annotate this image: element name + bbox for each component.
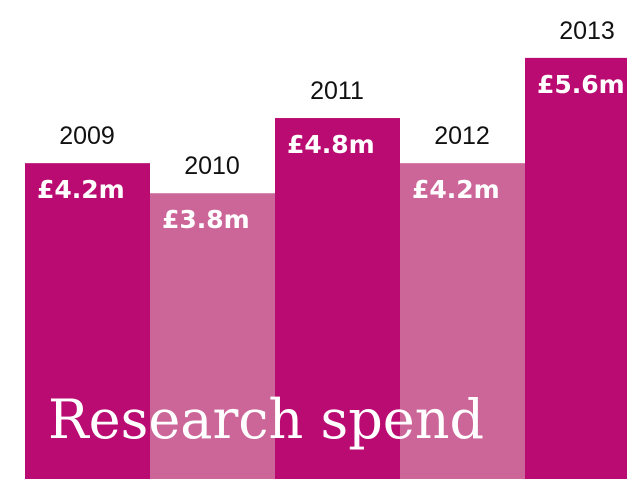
year-labels-group: 2009 2010 2011 2012 2013: [59, 17, 615, 180]
value-label-2013: £5.6m: [537, 70, 625, 99]
bars-group: [25, 57, 627, 479]
bar-2009: [25, 163, 150, 479]
bar-2010: [150, 193, 275, 479]
bar-2012: [400, 163, 525, 479]
year-label-2013: 2013: [559, 17, 615, 45]
value-label-2010: £3.8m: [162, 205, 250, 234]
value-label-2009: £4.2m: [37, 175, 125, 204]
value-label-2012: £4.2m: [412, 175, 500, 204]
value-labels-group: £4.2m £3.8m £4.8m £4.2m £5.6m: [37, 70, 625, 234]
year-label-2010: 2010: [184, 152, 240, 180]
bar-2013: [525, 57, 627, 479]
value-label-2011: £4.8m: [287, 130, 375, 159]
year-label-2012: 2012: [434, 122, 490, 150]
year-label-2009: 2009: [59, 122, 115, 150]
year-label-2011: 2011: [310, 77, 364, 105]
bar-2011: [275, 118, 400, 479]
chart-title: Research spend: [48, 388, 484, 451]
